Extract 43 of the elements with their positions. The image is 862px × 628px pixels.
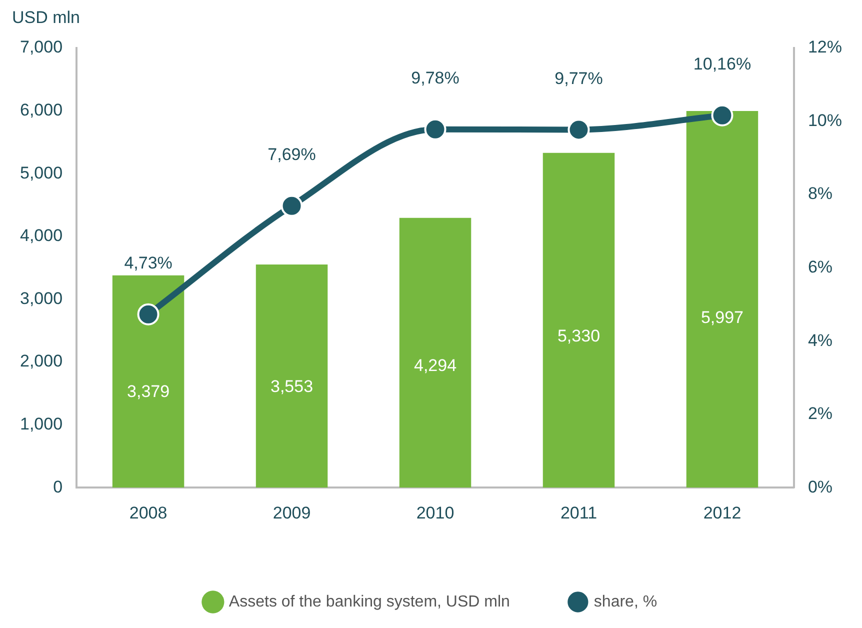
y-tick-label: 2,000 xyxy=(20,352,63,371)
data-label: 3,379 xyxy=(127,382,170,401)
y2-tick-label: 8% xyxy=(808,184,833,204)
data-label: 10,16% xyxy=(693,54,752,74)
y-tick-label: 6,000 xyxy=(20,100,63,120)
legend-label: Assets of the banking system, USD mln xyxy=(228,593,510,610)
y2-tick-label: 12% xyxy=(808,38,842,57)
y2-tick-label: 2% xyxy=(808,404,833,424)
y-tick-label: 3,000 xyxy=(20,288,63,308)
y2-tick-label: 4% xyxy=(808,330,833,350)
y-tick-label: 5,000 xyxy=(20,163,63,182)
bar xyxy=(256,264,328,488)
y-tick-label: 4,000 xyxy=(20,226,63,246)
point xyxy=(568,118,590,141)
x-tick-label: 2012 xyxy=(703,503,742,522)
data-label: 5,330 xyxy=(557,326,600,346)
point xyxy=(137,303,160,326)
data-label: 3,553 xyxy=(270,376,314,396)
y-tick-label: 7,000 xyxy=(20,38,63,57)
point xyxy=(280,194,303,217)
x-tick-label: 2011 xyxy=(560,503,598,522)
y2-tick-label: 10% xyxy=(808,110,842,130)
legend-label: share, % xyxy=(594,593,658,610)
bar xyxy=(686,110,758,488)
y-axis-title: USD mln xyxy=(12,8,80,28)
y-tick-label: 1,000 xyxy=(20,414,63,434)
data-label: 4,294 xyxy=(414,356,457,375)
bar xyxy=(112,275,184,488)
x-tick-label: 2010 xyxy=(416,503,454,522)
data-label: 4,73% xyxy=(124,254,172,273)
data-label: 9,77% xyxy=(554,68,603,88)
point xyxy=(711,104,734,126)
bar xyxy=(399,218,472,488)
x-tick-label: 2008 xyxy=(129,503,168,522)
y2-tick-label: 6% xyxy=(808,257,833,276)
bar xyxy=(542,152,615,488)
point xyxy=(424,118,446,140)
data-label: 9,78% xyxy=(411,68,460,88)
data-label: 5,997 xyxy=(700,308,744,327)
y-tick-label: 0 xyxy=(53,477,63,496)
y2-tick-label: 0% xyxy=(808,477,833,496)
x-tick-label: 2009 xyxy=(272,503,311,522)
data-label: 7,69% xyxy=(268,145,316,164)
